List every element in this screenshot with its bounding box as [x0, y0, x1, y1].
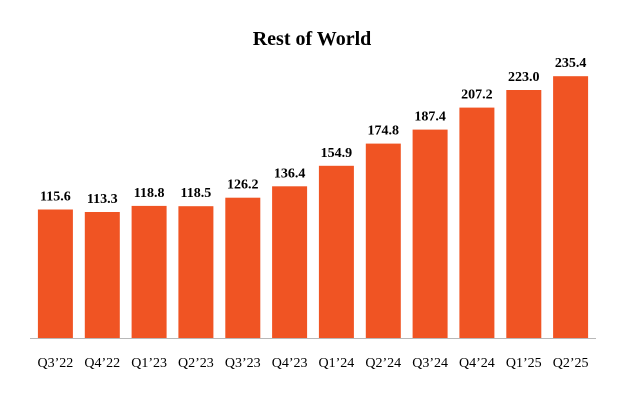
value-label-4: 126.2	[227, 178, 259, 193]
value-label-6: 154.9	[321, 146, 353, 161]
value-label-5: 136.4	[274, 166, 306, 181]
value-label-7: 174.8	[368, 124, 400, 139]
bar-5	[272, 186, 308, 338]
bar-2	[131, 205, 167, 338]
bar-4	[225, 197, 261, 338]
tick-label-10: Q1’25	[506, 356, 542, 371]
tick-label-4: Q3’23	[225, 356, 261, 371]
tick-label-1: Q4’22	[84, 356, 120, 371]
value-label-0: 115.6	[40, 190, 71, 205]
tick-label-2: Q1’23	[131, 356, 167, 371]
bar-3	[178, 206, 214, 338]
tick-label-0: Q3’22	[38, 356, 74, 371]
value-label-3: 118.5	[181, 186, 212, 201]
chart-title: Rest of World	[253, 28, 372, 50]
tick-label-11: Q2’25	[553, 356, 589, 371]
bar-7	[365, 143, 401, 338]
tick-labels-group: Q3’22 Q4’22 Q1’23 Q2’23 Q3’23 Q4’23 Q1’24 Q2’24…	[38, 356, 589, 371]
value-label-2: 118.8	[134, 186, 165, 201]
value-label-11: 235.4	[555, 56, 587, 71]
tick-label-5: Q4’23	[272, 356, 308, 371]
tick-label-3: Q2’23	[178, 356, 214, 371]
tick-label-7: Q2’24	[365, 356, 401, 371]
bar-10	[506, 90, 542, 338]
bar-8	[412, 129, 448, 338]
bar-0	[37, 209, 73, 338]
tick-label-6: Q1’24	[319, 356, 355, 371]
tick-label-9: Q4’24	[459, 356, 495, 371]
bar-6	[318, 165, 354, 338]
bar-9	[459, 107, 495, 338]
tick-label-8: Q3’24	[412, 356, 448, 371]
value-label-1: 113.3	[87, 192, 118, 207]
value-label-9: 207.2	[461, 88, 493, 103]
value-label-10: 223.0	[508, 70, 540, 85]
bar-11	[553, 76, 589, 338]
bars-group	[37, 76, 589, 338]
bar-1	[84, 212, 120, 338]
value-labels-group: 115.6 113.3 118.8 118.5 126.2 136.4 154.9 174.8…	[40, 56, 586, 207]
value-label-8: 187.4	[414, 110, 446, 125]
